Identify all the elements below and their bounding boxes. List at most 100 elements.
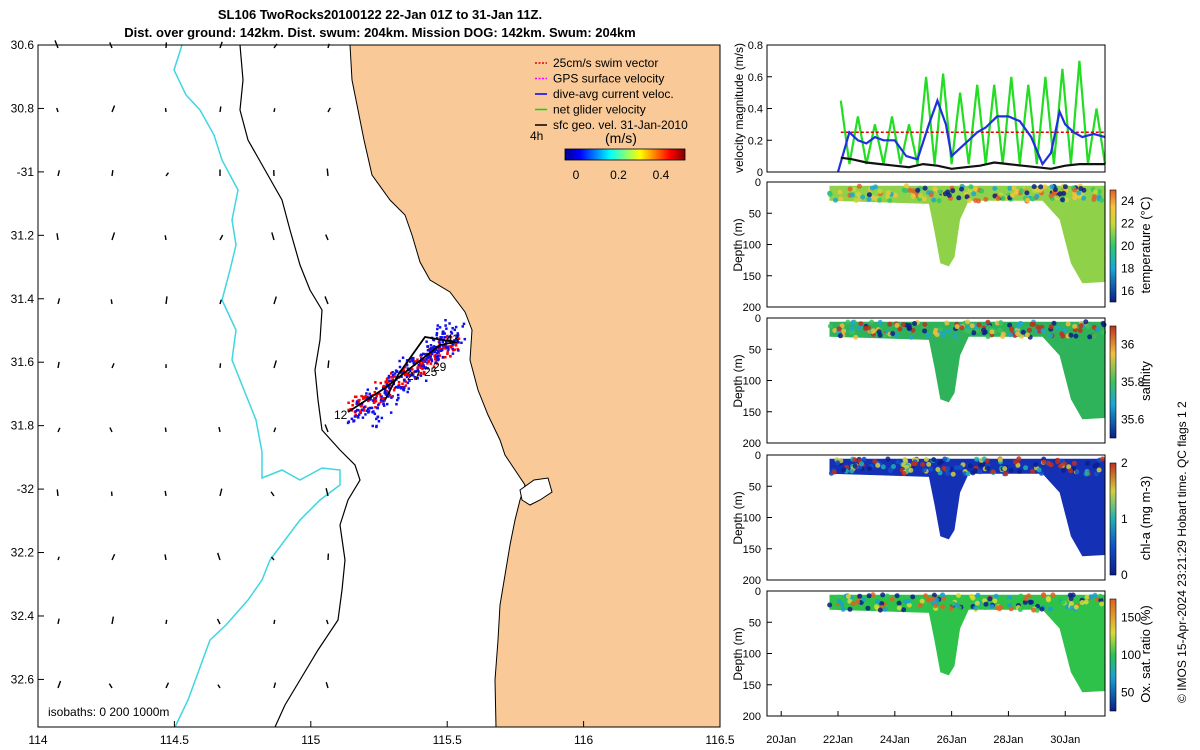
current-vector-mark bbox=[396, 393, 400, 397]
swim-vector-mark bbox=[385, 378, 389, 381]
current-vector-mark bbox=[394, 369, 398, 372]
section-sample-0 bbox=[1019, 188, 1025, 194]
time-xtick-0: 20Jan bbox=[766, 734, 796, 746]
current-vector-mark bbox=[407, 387, 411, 390]
section-sample-3 bbox=[1099, 601, 1105, 607]
current-vector-mark bbox=[437, 354, 440, 358]
swim-vector-mark bbox=[379, 381, 383, 385]
current-vector-mark bbox=[410, 373, 413, 376]
current-vector-mark bbox=[432, 338, 436, 342]
section-sample-3 bbox=[987, 596, 993, 602]
section-sample-0 bbox=[871, 195, 877, 201]
current-vector-mark bbox=[357, 416, 360, 419]
surface-velocity-arrow bbox=[57, 427, 61, 433]
current-vector-mark bbox=[424, 366, 428, 369]
section-1-ctick-0: 36 bbox=[1121, 338, 1135, 352]
current-vector-mark bbox=[390, 396, 393, 399]
section-sample-0 bbox=[972, 186, 978, 192]
section-sample-3 bbox=[926, 596, 932, 602]
time-xtick-4: 28Jan bbox=[993, 734, 1023, 746]
current-vector-mark bbox=[422, 364, 426, 367]
section-sample-1 bbox=[980, 327, 986, 333]
current-vector-mark bbox=[430, 359, 434, 363]
section-sample-0 bbox=[979, 188, 985, 194]
section-sample-3 bbox=[827, 602, 833, 608]
current-vector-mark bbox=[457, 341, 460, 344]
current-vector-mark bbox=[400, 375, 403, 378]
surface-velocity-arrow bbox=[325, 681, 329, 689]
section-sample-0 bbox=[928, 192, 934, 198]
section-sample-1 bbox=[925, 332, 931, 338]
section-sample-3 bbox=[998, 604, 1003, 610]
current-vector-mark bbox=[447, 335, 451, 339]
swim-vector-mark bbox=[385, 390, 389, 393]
swim-vector-mark bbox=[421, 360, 425, 364]
section-sample-3 bbox=[975, 592, 981, 598]
section-sample-2 bbox=[984, 458, 990, 464]
current-vector-mark bbox=[354, 410, 358, 413]
swim-vector-mark bbox=[389, 384, 392, 387]
section-1-ytick-0: 0 bbox=[755, 313, 761, 325]
current-vector-mark bbox=[408, 360, 412, 363]
section-sample-0 bbox=[866, 196, 872, 202]
track-label-29: 29 bbox=[433, 360, 447, 374]
section-sample-3 bbox=[1074, 595, 1080, 600]
swim-vector-mark bbox=[454, 344, 458, 347]
section-sample-3 bbox=[940, 604, 946, 610]
section-sample-1 bbox=[944, 320, 950, 326]
section-2-ytick-0: 0 bbox=[755, 450, 761, 462]
section-sample-2 bbox=[1096, 467, 1102, 473]
current-vector-mark bbox=[436, 327, 439, 331]
swim-vector-mark bbox=[372, 397, 376, 400]
current-vector-mark bbox=[430, 347, 433, 350]
section-sample-3 bbox=[870, 592, 876, 598]
map-ytick-10: 32.6 bbox=[11, 672, 35, 686]
swim-vector-mark bbox=[425, 355, 429, 358]
section-sample-1 bbox=[893, 332, 899, 338]
map-frame bbox=[37, 44, 721, 728]
current-vector-mark bbox=[396, 398, 399, 402]
swim-vector-mark bbox=[421, 367, 424, 371]
section-sample-0 bbox=[1060, 197, 1065, 203]
section-sample-1 bbox=[1095, 326, 1101, 332]
section-sample-1 bbox=[976, 322, 982, 328]
current-vector-mark bbox=[427, 353, 431, 357]
section-sample-0 bbox=[1042, 184, 1048, 190]
section-sample-1 bbox=[965, 319, 971, 325]
section-sample-2 bbox=[861, 456, 867, 462]
section-3-ytick-1: 50 bbox=[749, 617, 761, 629]
velocity-ytick-0: 0 bbox=[757, 167, 763, 179]
section-sample-1 bbox=[1059, 331, 1065, 337]
swim-vector-mark bbox=[438, 354, 442, 357]
section-sample-2 bbox=[928, 466, 934, 472]
velocity-series-2 bbox=[836, 97, 1106, 173]
section-sample-2 bbox=[867, 466, 872, 472]
current-vector-mark bbox=[382, 402, 385, 406]
surface-velocity-arrow bbox=[56, 233, 59, 241]
section-sample-2 bbox=[1030, 468, 1036, 474]
colorbar-tick-2: 0.4 bbox=[653, 168, 670, 182]
section-sample-2 bbox=[953, 465, 959, 471]
section-sample-1 bbox=[938, 327, 943, 332]
section-sample-3 bbox=[889, 596, 895, 602]
section-sample-2 bbox=[835, 460, 841, 466]
section-sample-2 bbox=[1016, 456, 1022, 462]
swim-vector-mark bbox=[414, 360, 417, 364]
section-sample-0 bbox=[950, 188, 956, 194]
section-sample-1 bbox=[966, 329, 972, 334]
section-sample-3 bbox=[1022, 599, 1028, 605]
swim-vector-mark bbox=[347, 408, 350, 412]
current-vector-mark bbox=[394, 386, 398, 389]
section-sample-2 bbox=[1084, 471, 1090, 477]
section-sample-2 bbox=[950, 471, 956, 477]
section-sample-1 bbox=[1087, 334, 1093, 340]
colorbar-tick-1: 0.2 bbox=[610, 168, 627, 182]
map-xtick-3: 115.5 bbox=[433, 733, 462, 747]
current-vector-mark bbox=[402, 388, 405, 391]
current-vector-mark bbox=[433, 350, 437, 353]
section-sample-3 bbox=[1018, 593, 1024, 599]
swim-vector-mark bbox=[391, 395, 394, 398]
swim-vector-mark bbox=[391, 378, 395, 382]
section-0-ctick-3: 18 bbox=[1121, 261, 1135, 275]
section-sample-3 bbox=[896, 605, 902, 611]
